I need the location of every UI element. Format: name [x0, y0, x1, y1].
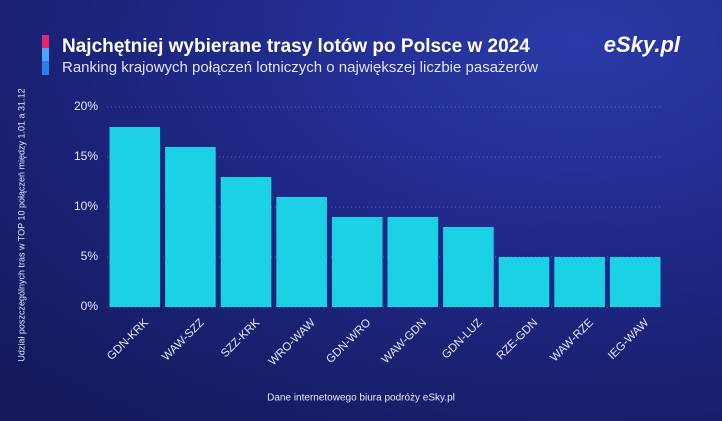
bar — [109, 127, 161, 307]
y-tick-label: 20% — [74, 99, 98, 113]
bar — [220, 177, 272, 307]
y-tick-label: 5% — [81, 249, 99, 263]
y-tick-label: 10% — [74, 199, 98, 213]
bar — [387, 217, 439, 307]
source: Dane internetowego biura podróży eSky.pl — [267, 393, 455, 404]
accent — [42, 35, 49, 48]
logo: eSky.pl — [604, 32, 681, 57]
accent — [42, 61, 49, 75]
bar — [331, 217, 383, 307]
accent — [42, 48, 49, 61]
bar — [609, 257, 661, 307]
bar — [498, 257, 550, 307]
chart-subtitle: Ranking krajowych połączeń lotniczych o … — [62, 59, 538, 76]
bar — [443, 227, 494, 307]
chart-title: Najchętniej wybierane trasy lotów po Pol… — [62, 36, 530, 57]
bar — [165, 147, 216, 307]
y-tick-label: 0% — [81, 299, 99, 313]
bar — [276, 197, 327, 307]
y-tick-label: 15% — [74, 149, 98, 163]
bar — [554, 257, 605, 307]
y-axis-label: Udział poszczególnych tras w TOP 10 połą… — [16, 88, 26, 361]
